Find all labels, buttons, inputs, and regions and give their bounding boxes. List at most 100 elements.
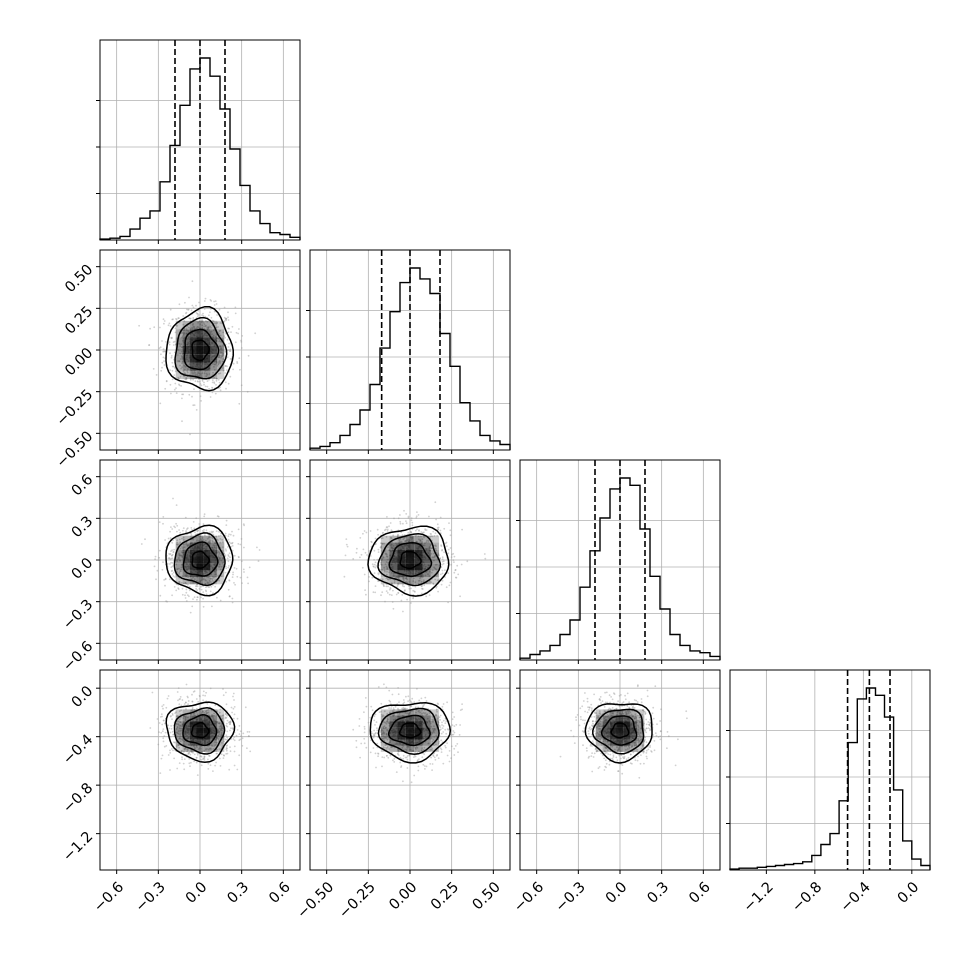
scatter-point-2-0-49 [171,569,174,572]
scatter-point-3-0-573 [185,715,187,717]
scatter-point-1-0-404 [175,318,177,320]
scatter-point-2-0-648 [227,566,230,569]
scatter-point-2-0-602 [178,559,181,562]
scatter-point-3-1-615 [442,703,445,705]
scatter-point-3-1-335 [421,708,423,711]
scatter-point-2-1-669 [435,549,437,552]
scatter-point-3-2-6 [584,692,586,694]
scatter-point-2-0-610 [229,556,231,559]
scatter-point-3-0-726 [226,719,229,722]
scatter-point-2-1-172 [427,539,430,542]
scatter-point-2-1-530 [395,593,398,596]
scatter-point-2-0-468 [185,542,188,544]
scatter-point-3-0-808 [184,717,187,719]
scatter-point-2-0-258 [224,548,227,551]
scatter-point-3-0-416 [225,703,228,706]
scatter-point-3-0-841 [225,724,228,727]
density-cell-2-1--3--1 [380,563,390,571]
scatter-point-3-0-733 [220,725,223,728]
scatter-point-1-0-166 [218,356,220,359]
scatter-point-3-0-105 [246,731,249,733]
scatter-point-1-0-286 [227,349,230,352]
scatter-point-3-1-125 [392,759,394,762]
scatter-point-2-1-88 [415,534,418,537]
scatter-point-1-0-670 [191,324,194,326]
scatter-point-3-0-895 [187,703,190,705]
scatter-point-2-1-268 [388,571,390,574]
scatter-point-1-0-15 [218,330,221,332]
scatter-point-2-1-92 [381,542,384,545]
density-cell-2-1--3-2 [380,542,390,550]
scatter-point-3-0-224 [178,746,181,749]
scatter-point-2-0-271 [200,539,203,542]
scatter-point-2-0-427 [221,541,224,543]
density-cell-1-0-3--3 [217,370,225,380]
scatter-point-3-1-840 [461,703,463,705]
scatter-point-1-0-272 [222,354,225,356]
scatter-point-3-1-351 [447,728,450,731]
scatter-point-3-0-830 [186,716,189,719]
scatter-point-3-0-556 [177,687,180,689]
scatter-point-2-1-116 [377,551,380,553]
scatter-point-2-1-574 [377,533,379,536]
density-cell-2-0--3-1 [175,549,183,557]
scatter-point-2-0-283 [221,562,224,565]
scatter-point-1-0-692 [161,361,164,364]
density-cell-2-0--2--3 [182,577,190,585]
scatter-point-3-2-5 [622,701,625,703]
density-cell-3-1-2-0 [422,727,431,734]
scatter-point-2-0-187 [211,577,214,580]
scatter-point-2-1-351 [417,580,420,582]
scatter-point-3-1-609 [436,710,438,713]
scatter-point-1-0-125 [216,364,219,367]
scatter-point-2-0-761 [228,552,231,555]
scatter-point-3-0-233 [218,730,221,733]
scatter-point-2-0-438 [184,582,187,584]
scatter-point-1-0-742 [181,362,183,365]
scatter-point-3-0-714 [210,744,213,747]
scatter-point-2-1-487 [433,566,435,569]
scatter-point-2-1-509 [453,571,456,574]
density-cell-3-1-1-0 [414,727,423,734]
scatter-point-1-0-288 [227,346,230,348]
scatter-point-2-0-578 [204,583,207,585]
scatter-point-2-1-232 [432,530,435,533]
scatter-point-2-1-817 [397,592,399,594]
scatter-point-2-0-328 [205,586,207,589]
scatter-point-2-1-547 [399,541,402,543]
scatter-point-3-1-782 [374,713,377,716]
scatter-point-3-1-68 [381,765,383,768]
scatter-point-3-0-412 [189,765,191,768]
density-cell-2-1-3-2 [430,542,440,550]
scatter-point-3-1-253 [409,705,412,708]
scatter-point-1-0-870 [218,339,221,341]
density-cell-3-0--2-1 [182,721,190,728]
scatter-point-3-0-680 [177,743,180,746]
scatter-point-2-0-447 [220,575,223,577]
density-cell-2-0-1-2 [203,542,211,550]
scatter-point-2-0-502 [207,536,210,539]
scatter-point-2-0-554 [204,589,207,592]
scatter-point-1-0-93 [217,363,220,366]
scatter-point-3-1-736 [440,732,443,735]
scatter-point-3-0-304 [185,683,188,686]
scatter-point-3-2-27 [602,754,604,757]
scatter-point-3-1-650 [388,707,390,709]
scatter-point-3-1-22 [355,739,358,742]
scatter-point-3-1-727 [363,737,366,740]
scatter-point-1-0-98 [178,303,181,306]
scatter-point-2-1-662 [380,546,382,549]
scatter-point-2-0-828 [243,546,245,549]
scatter-point-2-0-200 [206,581,209,584]
scatter-point-2-1-587 [385,565,388,568]
scatter-point-2-1-878 [449,581,452,584]
scatter-point-2-0-750 [229,533,232,536]
scatter-point-3-0-547 [212,719,215,721]
scatter-point-2-1-757 [370,540,373,543]
scatter-point-2-0-156 [203,515,206,518]
scatter-point-3-1-447 [414,747,417,749]
scatter-point-2-0-466 [227,546,229,548]
scatter-point-1-0-163 [179,375,182,378]
scatter-point-3-0-44 [196,752,199,755]
scatter-point-2-1-144 [380,545,383,548]
